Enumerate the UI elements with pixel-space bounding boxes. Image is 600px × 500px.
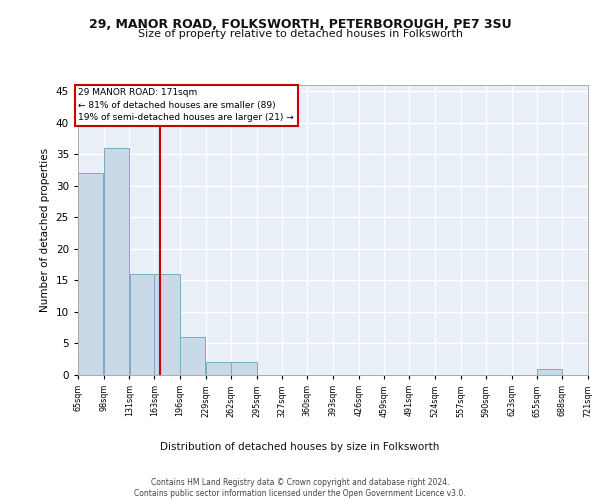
Bar xyxy=(104,148,129,375)
Bar xyxy=(180,337,205,375)
Bar xyxy=(78,174,103,375)
Y-axis label: Number of detached properties: Number of detached properties xyxy=(40,148,50,312)
Bar xyxy=(130,274,155,375)
Bar xyxy=(154,274,179,375)
Text: Size of property relative to detached houses in Folksworth: Size of property relative to detached ho… xyxy=(137,29,463,39)
Text: 29 MANOR ROAD: 171sqm
← 81% of detached houses are smaller (89)
19% of semi-deta: 29 MANOR ROAD: 171sqm ← 81% of detached … xyxy=(79,88,294,122)
Text: 29, MANOR ROAD, FOLKSWORTH, PETERBOROUGH, PE7 3SU: 29, MANOR ROAD, FOLKSWORTH, PETERBOROUGH… xyxy=(89,18,511,30)
Bar xyxy=(206,362,231,375)
Bar xyxy=(537,368,562,375)
Text: Distribution of detached houses by size in Folksworth: Distribution of detached houses by size … xyxy=(160,442,440,452)
Bar xyxy=(232,362,257,375)
Text: Contains HM Land Registry data © Crown copyright and database right 2024.
Contai: Contains HM Land Registry data © Crown c… xyxy=(134,478,466,498)
